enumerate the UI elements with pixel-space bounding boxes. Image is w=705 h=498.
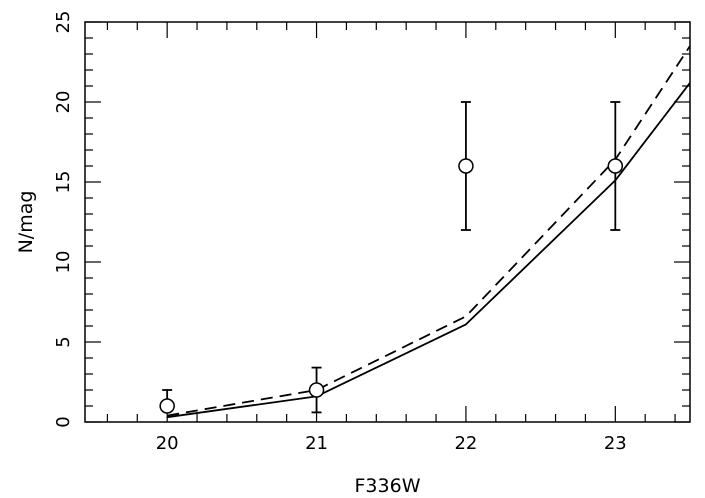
data-point: [159, 398, 175, 414]
y-tick-label: 0: [53, 416, 74, 427]
y-tick-label: 20: [53, 91, 74, 114]
y-tick-label: 15: [53, 171, 74, 194]
data-point: [607, 158, 624, 174]
x-tick-label: 22: [454, 433, 477, 454]
y-tick-label: 25: [53, 11, 74, 34]
tick-labels: 20 21 22 23 0 5 10 15 20 25: [53, 11, 627, 454]
y-tick-label: 10: [53, 251, 74, 274]
series-line-solid: [167, 82, 691, 419]
minor-ticks: [85, 22, 690, 422]
data-point: [458, 158, 474, 174]
x-axis-label: F336W: [355, 475, 421, 497]
points-layer: [159, 101, 624, 414]
series-layer: [167, 45, 691, 419]
series-line-dashed: [167, 45, 691, 417]
x-tick-label: 20: [156, 433, 179, 454]
x-tick-label: 21: [305, 433, 328, 454]
x-tick-label: 23: [604, 433, 627, 454]
data-point: [308, 382, 325, 398]
plot-frame: [84, 21, 691, 423]
y-tick-label: 5: [53, 336, 74, 347]
y-axis-label: N/mag: [15, 191, 37, 254]
